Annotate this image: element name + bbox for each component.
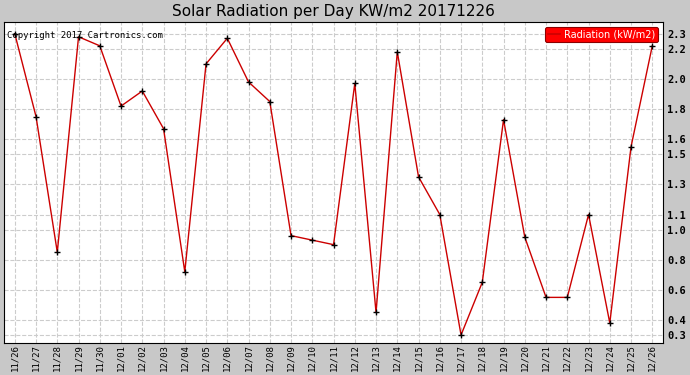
Title: Solar Radiation per Day KW/m2 20171226: Solar Radiation per Day KW/m2 20171226 xyxy=(172,4,495,19)
Legend: Radiation (kW/m2): Radiation (kW/m2) xyxy=(545,27,658,42)
Text: Copyright 2017 Cartronics.com: Copyright 2017 Cartronics.com xyxy=(8,32,164,40)
